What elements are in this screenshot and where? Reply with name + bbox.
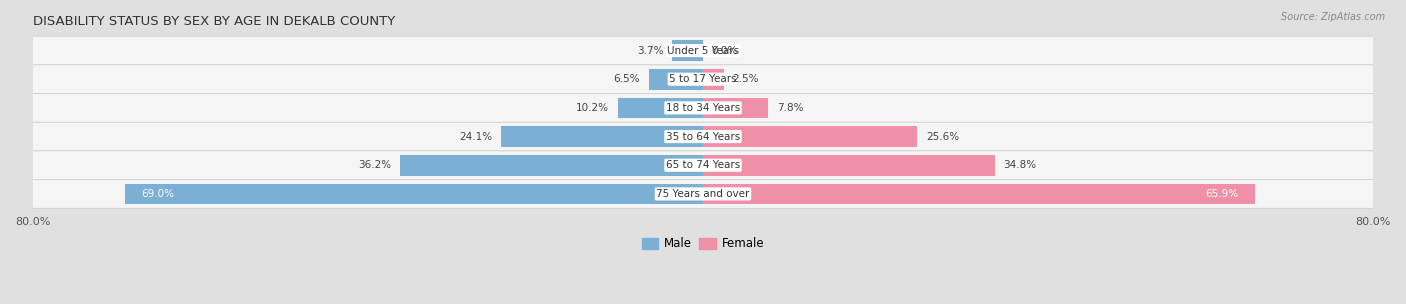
Text: 6.5%: 6.5% [613,74,640,84]
Text: 10.2%: 10.2% [576,103,609,113]
Bar [125,184,703,204]
Text: Source: ZipAtlas.com: Source: ZipAtlas.com [1281,12,1385,22]
Text: 75 Years and over: 75 Years and over [657,189,749,199]
Bar [617,98,703,118]
Bar [648,69,703,90]
Text: 0.0%: 0.0% [711,46,738,56]
Legend: Male, Female: Male, Female [637,233,769,255]
FancyBboxPatch shape [32,36,1374,65]
FancyBboxPatch shape [32,94,1374,122]
Text: 2.5%: 2.5% [733,74,759,84]
Text: DISABILITY STATUS BY SEX BY AGE IN DEKALB COUNTY: DISABILITY STATUS BY SEX BY AGE IN DEKAL… [32,15,395,28]
Text: 25.6%: 25.6% [927,132,959,142]
Bar [703,98,768,118]
Text: 3.7%: 3.7% [637,46,664,56]
FancyBboxPatch shape [32,180,1374,208]
Text: 34.8%: 34.8% [1002,160,1036,170]
Text: 69.0%: 69.0% [142,189,174,199]
Bar [703,184,1256,204]
Bar [703,126,918,147]
Text: 5 to 17 Years: 5 to 17 Years [669,74,737,84]
FancyBboxPatch shape [32,122,1374,151]
FancyBboxPatch shape [32,65,1374,94]
Text: 24.1%: 24.1% [460,132,492,142]
Bar [703,155,994,176]
Text: 65 to 74 Years: 65 to 74 Years [666,160,740,170]
Text: 65.9%: 65.9% [1205,189,1239,199]
Text: 7.8%: 7.8% [776,103,803,113]
FancyBboxPatch shape [32,151,1374,180]
Bar [399,155,703,176]
Bar [672,40,703,61]
Bar [703,69,724,90]
Text: Under 5 Years: Under 5 Years [666,46,740,56]
Text: 18 to 34 Years: 18 to 34 Years [666,103,740,113]
Bar [501,126,703,147]
Text: 36.2%: 36.2% [359,160,391,170]
Text: 35 to 64 Years: 35 to 64 Years [666,132,740,142]
